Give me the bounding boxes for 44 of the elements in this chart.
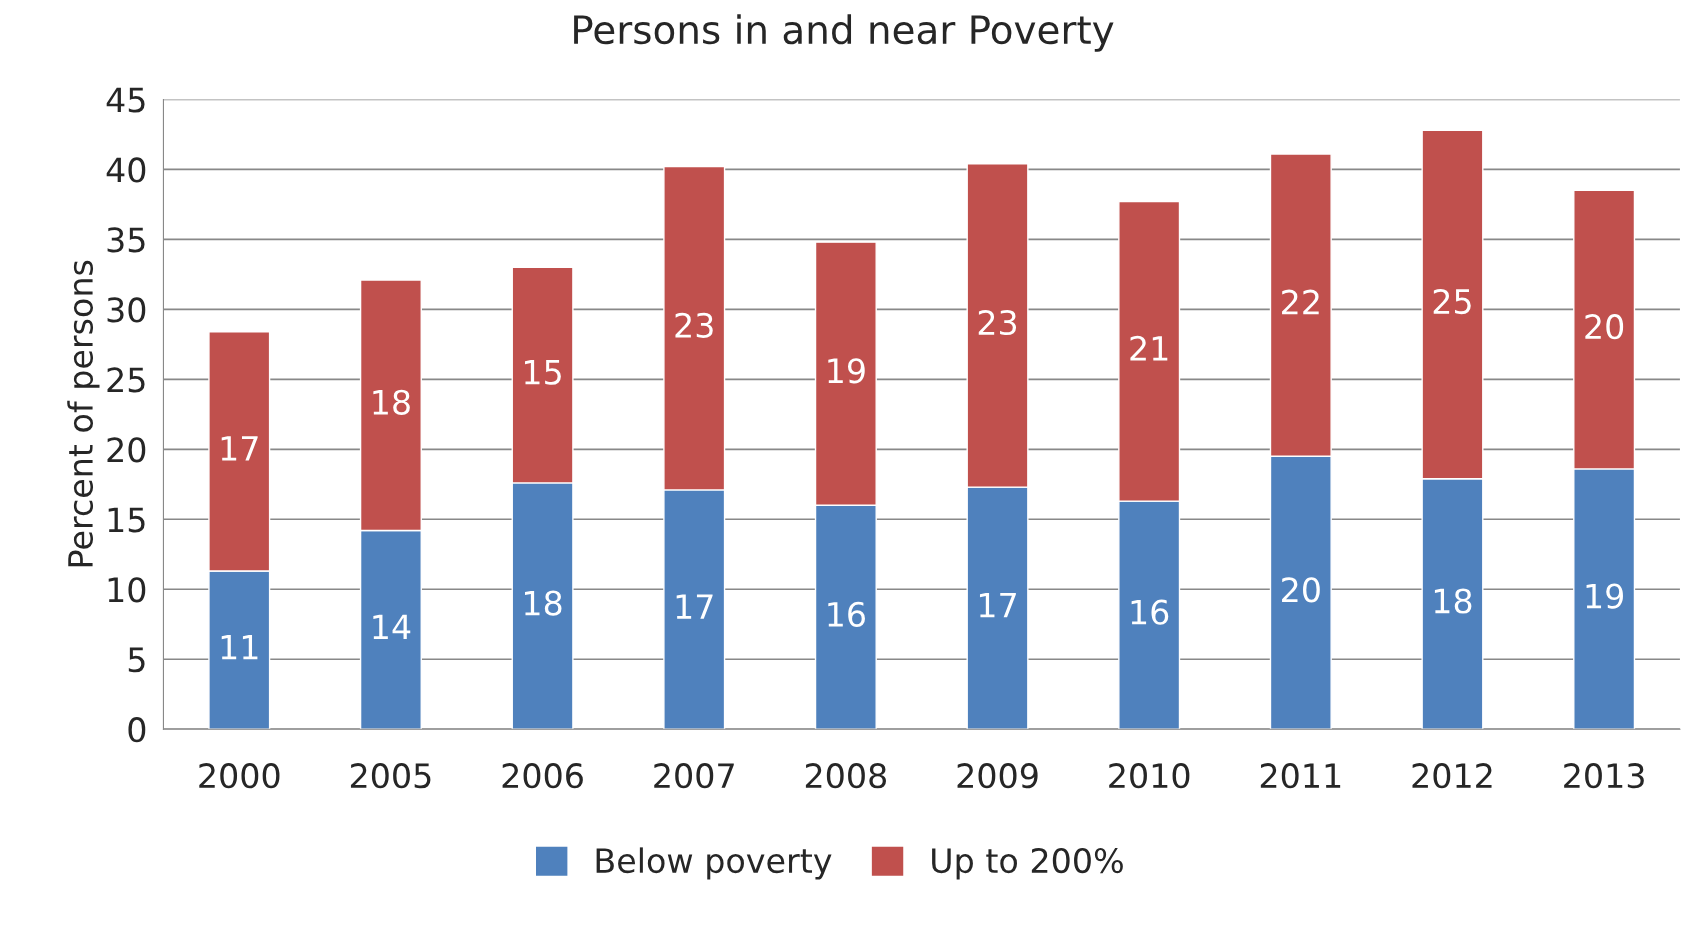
data-label: 22 [1282,289,1319,315]
legend-label: Below poverty [596,847,832,880]
y-tick-label: 10 [108,577,146,603]
y-tick-label: 35 [107,227,145,253]
data-label: 19 [1586,583,1623,609]
data-label: 17 [979,593,1016,618]
data-label: 17 [676,594,713,619]
x-tick-label: 2007 [654,763,734,789]
data-label: 23 [978,309,1017,336]
chart-title: Persons in and near Poverty [574,14,1114,52]
data-label: 16 [828,601,865,627]
y-tick-label: 5 [128,647,145,673]
data-label: 21 [1130,335,1168,361]
x-tick-label: 2000 [199,763,280,789]
y-tick-label: 25 [107,367,145,393]
legend-label: Up to 200% [932,847,1123,880]
x-tick-label: 2011 [1260,763,1341,789]
x-tick-label: 2010 [1109,763,1190,789]
data-label: 18 [1434,588,1472,614]
data-label: 11 [221,635,258,660]
y-axis-title: Percent of persons [67,260,100,567]
x-tick-label: 2009 [957,763,1038,789]
y-tick-label: 30 [107,297,146,323]
y-tick-label: 0 [128,717,146,743]
data-label: 20 [1585,314,1624,340]
data-label: 17 [221,436,258,461]
data-label: 25 [1433,288,1471,315]
data-label: 16 [1131,599,1169,625]
data-label: 19 [828,358,865,384]
x-tick-label: 2012 [1412,763,1492,789]
data-label: 18 [373,389,410,415]
y-tick-label: 20 [107,437,146,463]
y-tick-label: 15 [108,507,145,533]
y-tick-label: 45 [106,87,145,113]
x-tick-label: 2008 [805,763,886,789]
data-label: 18 [525,590,562,616]
data-label: 15 [525,360,561,385]
data-label: 20 [1282,577,1320,603]
data-label: 14 [373,614,411,640]
x-tick-label: 2005 [350,763,431,789]
data-label: 23 [675,312,713,338]
x-tick-label: 2013 [1564,763,1644,789]
y-tick-label: 40 [106,157,146,183]
x-tick-label: 2006 [502,763,583,789]
